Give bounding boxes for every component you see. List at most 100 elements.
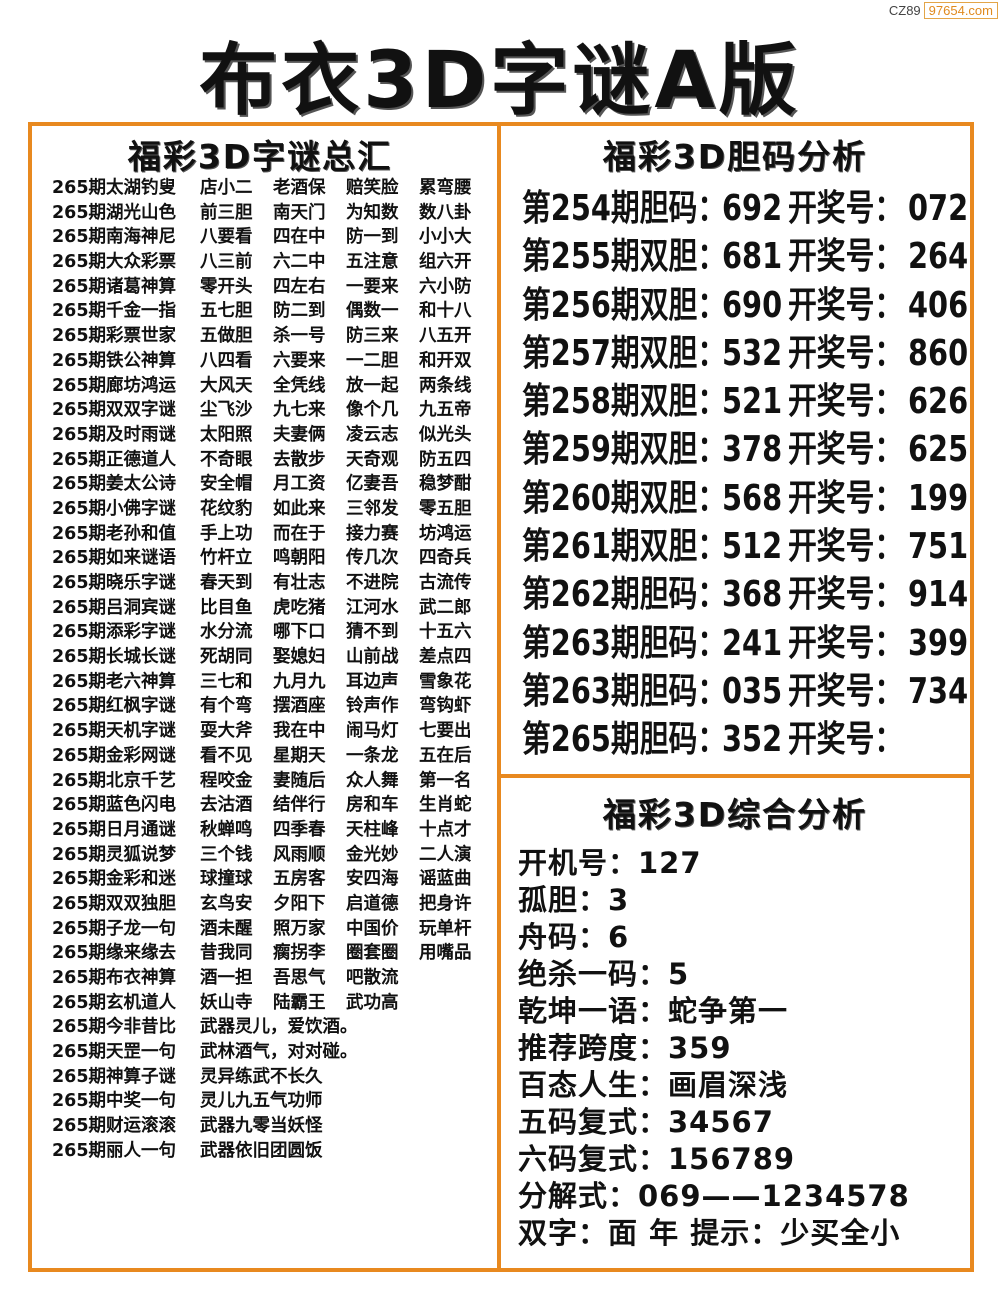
riddle-clue: 似光头 bbox=[419, 424, 472, 445]
riddle-clue: 瘸拐李 bbox=[273, 943, 326, 964]
prize-label: 开奖号： bbox=[788, 574, 904, 616]
riddle-row: 265期今非昔比 武器灵儿，爱饮酒。 bbox=[52, 1015, 472, 1040]
riddle-row: 265期晓乐字谜 春天到 有壮志 不进院 古流传 bbox=[52, 571, 472, 596]
riddle-source: 265期布衣神算 bbox=[52, 968, 177, 988]
riddle-clue: 接力赛 bbox=[346, 523, 399, 544]
period-label: 第254期胆码： bbox=[522, 188, 727, 229]
riddle-row: 265期铁公神算 八四看 六要来 一二胆 和开双 bbox=[52, 349, 472, 374]
riddle-clue: 八五开 bbox=[419, 326, 472, 347]
period-label: 第258期双胆： bbox=[522, 381, 727, 423]
riddle-clue: 众人舞 bbox=[346, 770, 399, 791]
riddle-row: 265期姜太公诗 安全帽 月工资 亿妻吾 稳梦酣 bbox=[52, 472, 472, 497]
riddle-clue: 三七和 bbox=[200, 671, 253, 692]
riddle-clue: 第一名 bbox=[419, 770, 472, 791]
prize-label: 开奖号： bbox=[788, 526, 904, 568]
riddle-clue: 八三前 bbox=[200, 252, 253, 273]
riddle-source: 265期长城长谜 bbox=[52, 647, 177, 668]
riddle-source: 265期老孙和值 bbox=[52, 523, 177, 544]
riddle-clue: 亿妻吾 bbox=[346, 474, 399, 495]
riddle-clue: 防二到 bbox=[273, 301, 326, 322]
riddle-clue: 大风天 bbox=[200, 375, 253, 396]
dan-code: 681 bbox=[722, 236, 783, 278]
riddle-row: 265期大众彩票 八三前 六二中 五注意 组六开 bbox=[52, 250, 472, 275]
riddle-clue: 房和车 bbox=[346, 795, 399, 816]
analysis-line: 五码复式：34567 bbox=[518, 1105, 774, 1139]
riddle-row: 265期南海神尼 八要看 四在中 防一到 小小大 bbox=[52, 225, 472, 250]
period-label: 第261期双胆： bbox=[522, 526, 727, 568]
riddle-clue: 五七胆 bbox=[200, 301, 253, 322]
riddle-row: 265期财运滚滚 武器九零当妖怪 bbox=[52, 1114, 472, 1139]
riddle-clue: 武二郎 bbox=[419, 597, 472, 618]
riddle-clue: 而在于 bbox=[273, 523, 326, 544]
period-label: 第265期胆码： bbox=[522, 719, 727, 761]
riddle-clue: 一条龙 bbox=[346, 745, 399, 766]
riddle-clue: 春天到 bbox=[200, 573, 253, 593]
riddle-clue: 看不见 bbox=[200, 745, 253, 766]
riddle-clue: 虎吃猪 bbox=[273, 597, 326, 618]
riddle-source: 265期神算子谜 bbox=[52, 1066, 177, 1087]
analysis-line: 绝杀一码：5 bbox=[518, 957, 690, 991]
riddle-row: 265期天机字谜 耍大斧 我在中 闹马灯 七要出 bbox=[52, 719, 472, 744]
prize-label: 开奖号： bbox=[788, 429, 904, 471]
riddle-clue: 水分流 bbox=[200, 622, 253, 643]
riddle-clue: 防一到 bbox=[346, 227, 399, 248]
dan-code-list: 第254期胆码： 692 开奖号： 072 第255期双胆： 681 开奖号： 264 第256… bbox=[522, 186, 968, 766]
riddle-clue: 妖山寺 bbox=[200, 992, 253, 1013]
analysis-line: 双字：面 年 提示：少买全小 bbox=[518, 1216, 901, 1250]
riddle-clue: 弯钩虾 bbox=[419, 696, 472, 717]
riddle-row: 265期添彩字谜 水分流 哪下口 猜不到 十五六 bbox=[52, 620, 472, 645]
dan-code: 352 bbox=[722, 719, 783, 761]
riddle-clue: 程咬金 bbox=[200, 770, 253, 791]
riddle-clue: 零开头 bbox=[200, 276, 253, 297]
dan-code-row: 第263期胆码： 035 开奖号： 734 bbox=[522, 669, 968, 717]
riddle-row: 265期吕洞宾谜 比目鱼 虎吃猪 江河水 武二郎 bbox=[52, 596, 472, 621]
riddle-clue: 太阳照 bbox=[200, 424, 253, 445]
dan-code-row: 第261期双胆： 512 开奖号： 751 bbox=[522, 524, 968, 572]
riddle-clue: 中国价 bbox=[346, 918, 399, 939]
riddle-clue: 去散步 bbox=[273, 449, 326, 470]
riddle-source: 265期诸葛神算 bbox=[52, 276, 177, 297]
riddle-clue: 十五六 bbox=[419, 622, 472, 643]
content-frame bbox=[28, 122, 974, 1272]
prize-label: 开奖号： bbox=[788, 719, 904, 761]
riddle-row: 265期千金一指 五七胆 防二到 偶数一 和十八 bbox=[52, 299, 472, 324]
period-label: 第256期双胆： bbox=[522, 284, 727, 326]
period-label: 第255期双胆： bbox=[522, 236, 727, 278]
riddle-clue: 如此来 bbox=[273, 498, 326, 519]
riddle-clue: 放一起 bbox=[346, 375, 399, 396]
riddle-clue: 八要看 bbox=[200, 227, 253, 248]
riddle-clue: 武器灵儿，爱饮酒。 bbox=[200, 1017, 358, 1038]
riddle-row: 265期天罡一句 武林酒气，对对碰。 bbox=[52, 1040, 472, 1065]
dan-code: 521 bbox=[722, 381, 783, 423]
riddle-row: 265期神算子谜 灵异练武不长久 bbox=[52, 1065, 472, 1090]
riddle-row: 265期彩票世家 五做胆 杀一号 防三来 八五开 bbox=[52, 324, 472, 349]
prize-number: 751 bbox=[908, 526, 969, 568]
riddle-source: 265期红枫字谜 bbox=[52, 696, 177, 717]
riddle-row: 265期小佛字谜 花纹豹 如此来 三邻发 零五胆 bbox=[52, 497, 472, 522]
riddle-row: 265期北京千艺 程咬金 妻随后 众人舞 第一名 bbox=[52, 769, 472, 794]
riddle-clue: 启道德 bbox=[346, 893, 399, 914]
riddle-clue: 杀一号 bbox=[273, 326, 326, 347]
prize-label: 开奖号： bbox=[788, 670, 904, 712]
dan-analysis-title: 福彩3D胆码分析 bbox=[602, 137, 868, 176]
riddle-clue: 安四海 bbox=[346, 869, 399, 890]
riddle-row: 265期红枫字谜 有个弯 摆酒座 铃声作 弯钩虾 bbox=[52, 694, 472, 719]
riddle-row: 265期日月通谜 秋蝉鸣 四季春 天柱峰 十点才 bbox=[52, 818, 472, 843]
column-divider bbox=[497, 122, 501, 1272]
riddle-source: 265期金彩网谜 bbox=[52, 745, 177, 766]
riddle-clue: 灵儿九五气功师 bbox=[200, 1091, 323, 1112]
prize-label: 开奖号： bbox=[788, 332, 904, 374]
riddle-clue: 六要来 bbox=[273, 350, 326, 371]
riddle-clue: 六小防 bbox=[419, 276, 472, 297]
prize-number: 199 bbox=[908, 477, 969, 519]
prize-label: 开奖号： bbox=[788, 477, 904, 519]
page-title: 布衣3D字谜A版 bbox=[199, 36, 801, 126]
prize-number: 860 bbox=[908, 332, 969, 374]
riddle-clue: 灵异练武不长久 bbox=[200, 1066, 323, 1087]
prize-label: 开奖号： bbox=[788, 236, 904, 278]
riddle-clue: 耍大斧 bbox=[200, 721, 253, 742]
riddle-source: 265期及时雨谜 bbox=[52, 424, 177, 445]
riddle-clue: 全凭线 bbox=[273, 375, 326, 396]
riddle-clue: 金光妙 bbox=[346, 844, 399, 865]
watermark-prefix: CZ89 bbox=[888, 3, 921, 18]
